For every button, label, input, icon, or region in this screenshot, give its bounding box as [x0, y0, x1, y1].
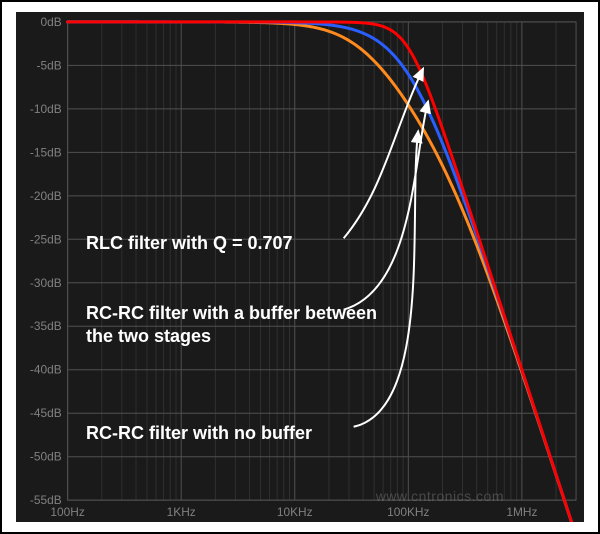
svg-text:-45dB: -45dB: [30, 406, 62, 420]
bode-plot: 100Hz 1KHz 10KHz 100KHz 1MHz 0dB -5dB -10dB -15d…: [16, 12, 584, 522]
svg-text:1MHz: 1MHz: [506, 505, 537, 519]
chart-frame: 100Hz 1KHz 10KHz 100KHz 1MHz 0dB -5dB -10dB -15d…: [0, 0, 600, 534]
annotation-rcrc-buffer: RC-RC filter with a buffer betweenthe tw…: [86, 302, 377, 347]
svg-text:-55dB: -55dB: [30, 493, 62, 507]
svg-text:-10dB: -10dB: [30, 102, 62, 116]
svg-text:-35dB: -35dB: [30, 319, 62, 333]
svg-text:100KHz: 100KHz: [387, 505, 429, 519]
annotation-rcrc-nobuffer: RC-RC filter with no buffer: [86, 422, 312, 445]
svg-text:-15dB: -15dB: [30, 145, 62, 159]
svg-text:-25dB: -25dB: [30, 232, 62, 246]
svg-text:-5dB: -5dB: [37, 58, 62, 72]
svg-text:-50dB: -50dB: [30, 450, 62, 464]
svg-text:-40dB: -40dB: [30, 363, 62, 377]
svg-text:-30dB: -30dB: [30, 276, 62, 290]
svg-text:0dB: 0dB: [40, 15, 61, 29]
svg-text:-20dB: -20dB: [30, 189, 62, 203]
plot-area: 100Hz 1KHz 10KHz 100KHz 1MHz 0dB -5dB -10dB -15d…: [16, 12, 584, 522]
watermark: www.cntronics.com: [376, 488, 504, 504]
svg-text:10KHz: 10KHz: [277, 505, 313, 519]
svg-text:100Hz: 100Hz: [50, 505, 84, 519]
annotation-rlc: RLC filter with Q = 0.707: [86, 232, 293, 255]
svg-text:1KHz: 1KHz: [167, 505, 196, 519]
